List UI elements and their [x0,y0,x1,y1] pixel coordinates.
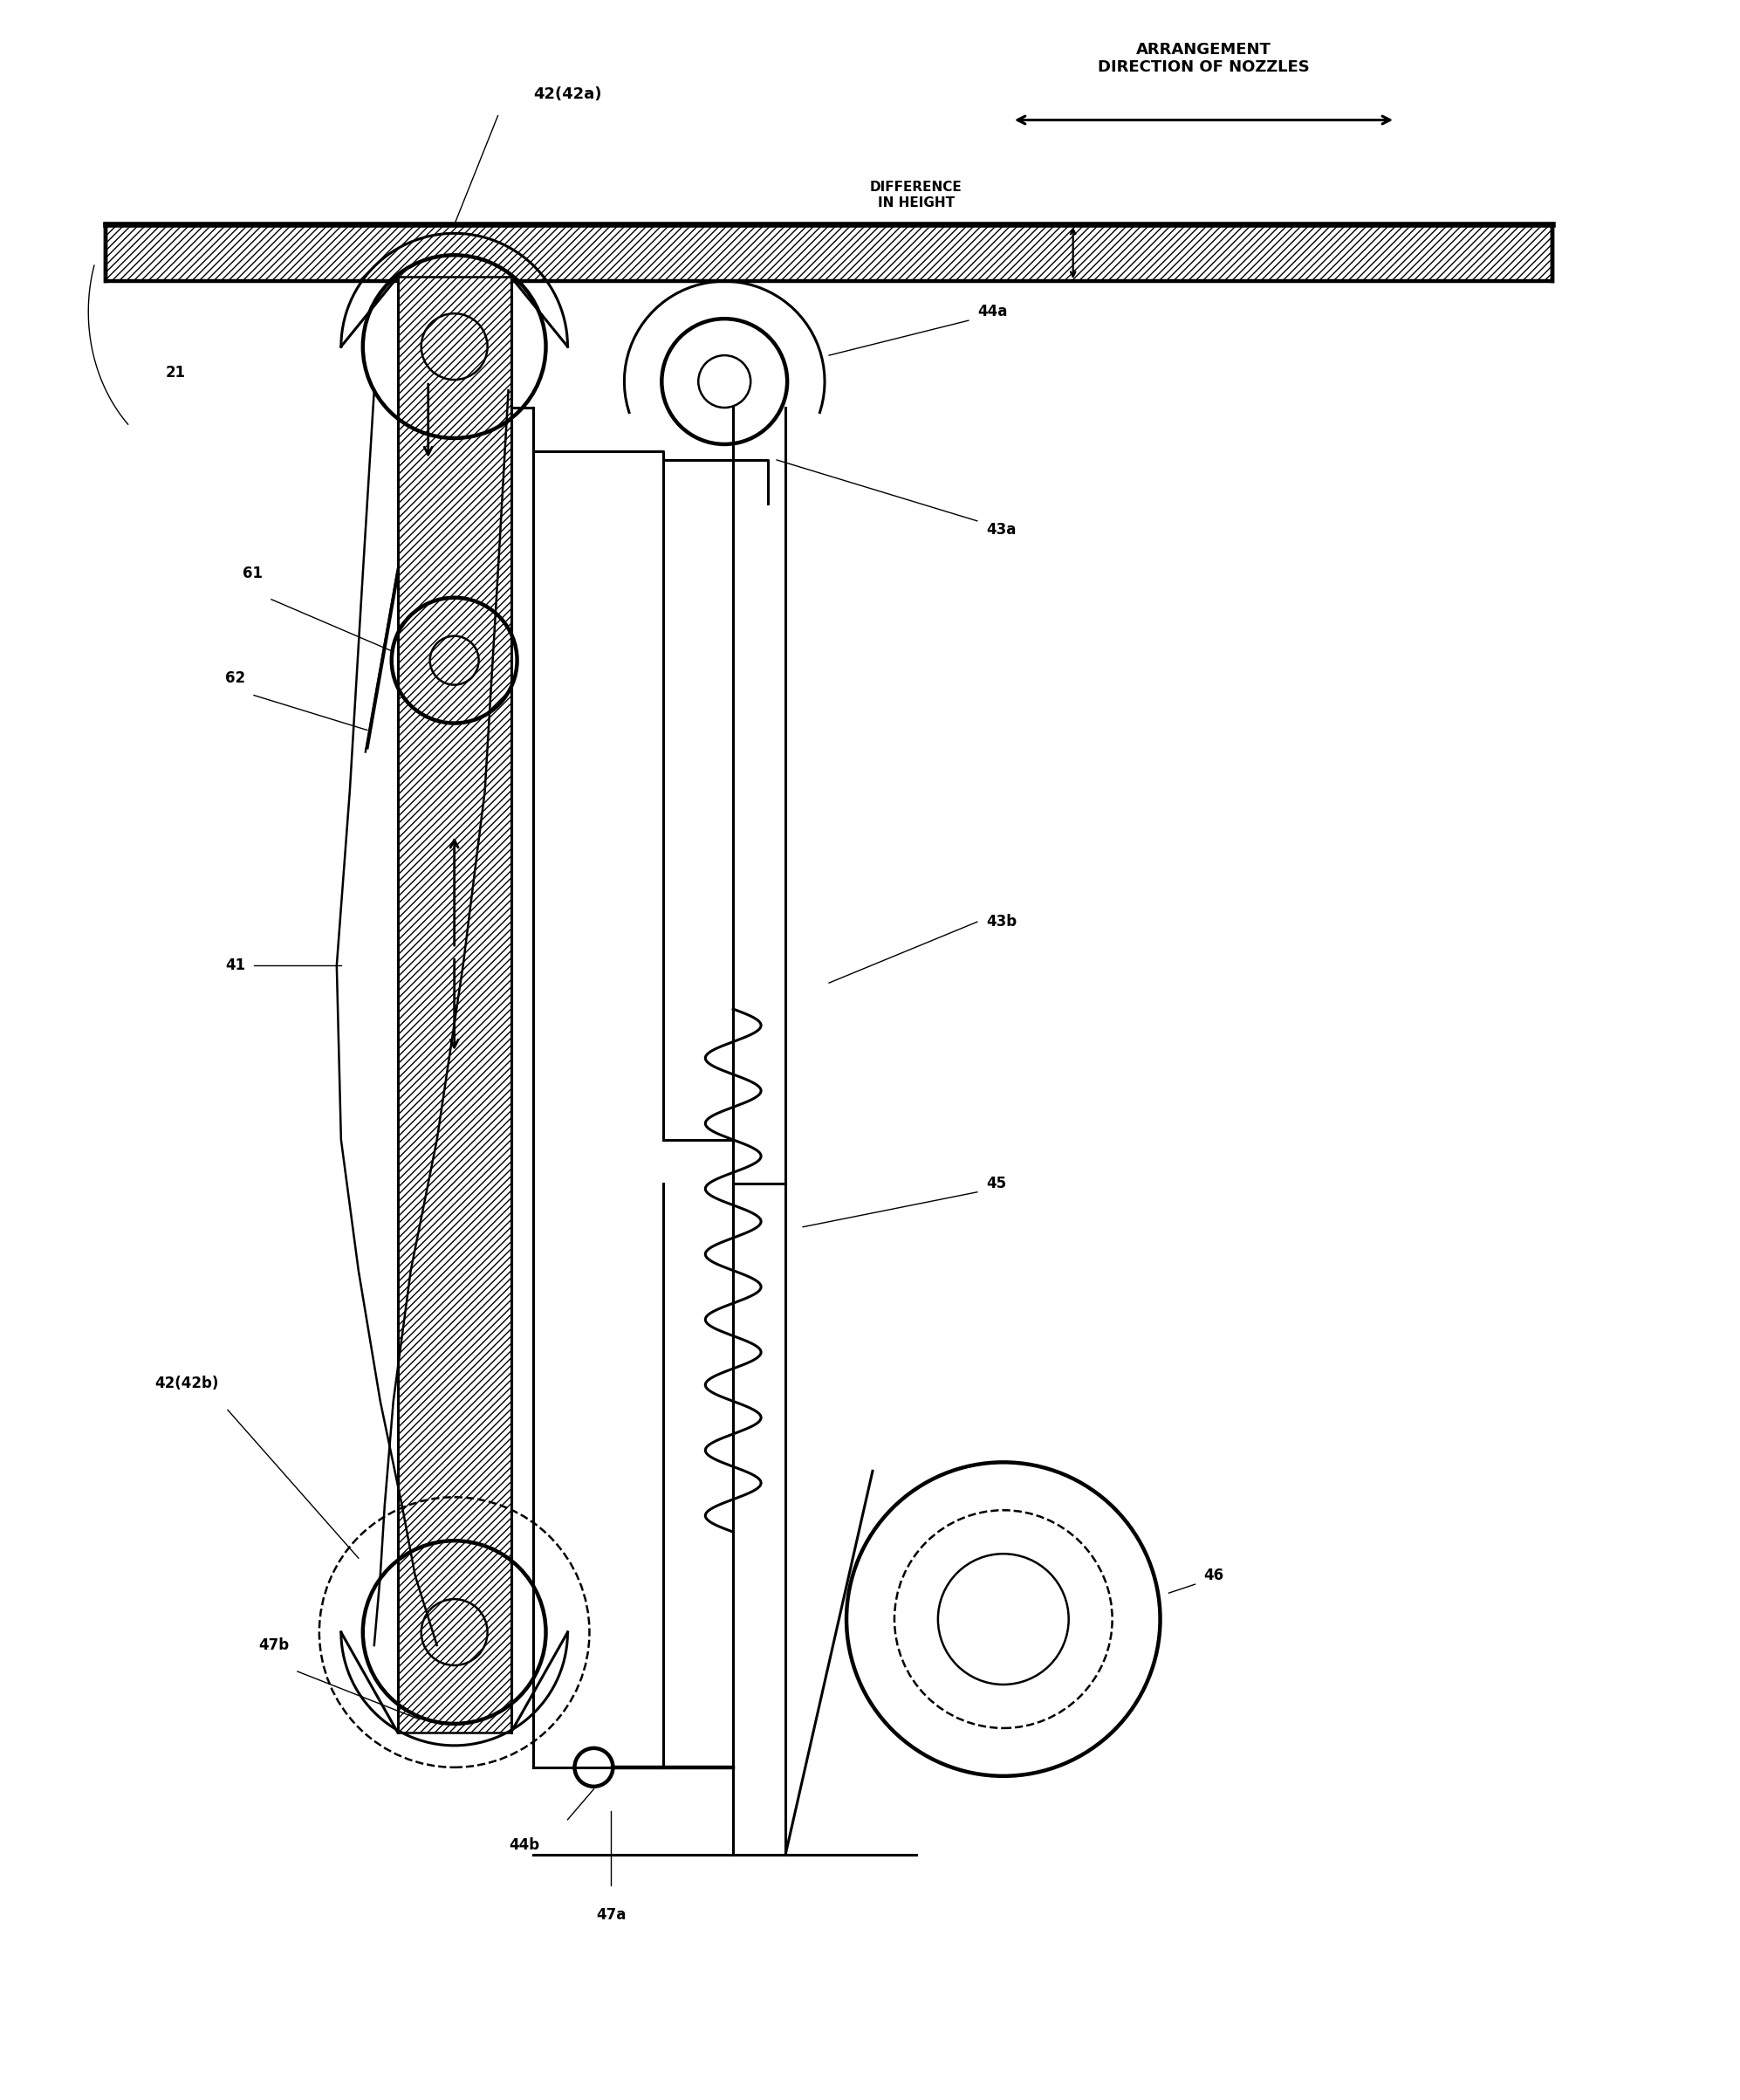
Text: 47a: 47a [597,1907,626,1922]
Text: DIFFERENCE
IN HEIGHT: DIFFERENCE IN HEIGHT [870,181,962,210]
Text: 42(42b): 42(42b) [155,1376,219,1392]
Polygon shape [398,277,512,1733]
Text: 62: 62 [224,670,245,687]
Text: 47b: 47b [258,1638,289,1653]
Text: 43a: 43a [987,521,1016,538]
Text: 61: 61 [242,565,263,582]
Text: 44a: 44a [978,304,1007,319]
Text: 43b: 43b [987,914,1016,930]
Text: 44b: 44b [508,1838,539,1852]
Polygon shape [106,225,1552,281]
Text: 45: 45 [987,1176,1006,1191]
Text: 46: 46 [1204,1569,1223,1583]
Text: 41: 41 [224,958,245,972]
Text: 42(42a): 42(42a) [534,86,602,101]
Text: 21: 21 [165,365,186,380]
Text: ARRANGEMENT
DIRECTION OF NOZZLES: ARRANGEMENT DIRECTION OF NOZZLES [1098,42,1310,76]
